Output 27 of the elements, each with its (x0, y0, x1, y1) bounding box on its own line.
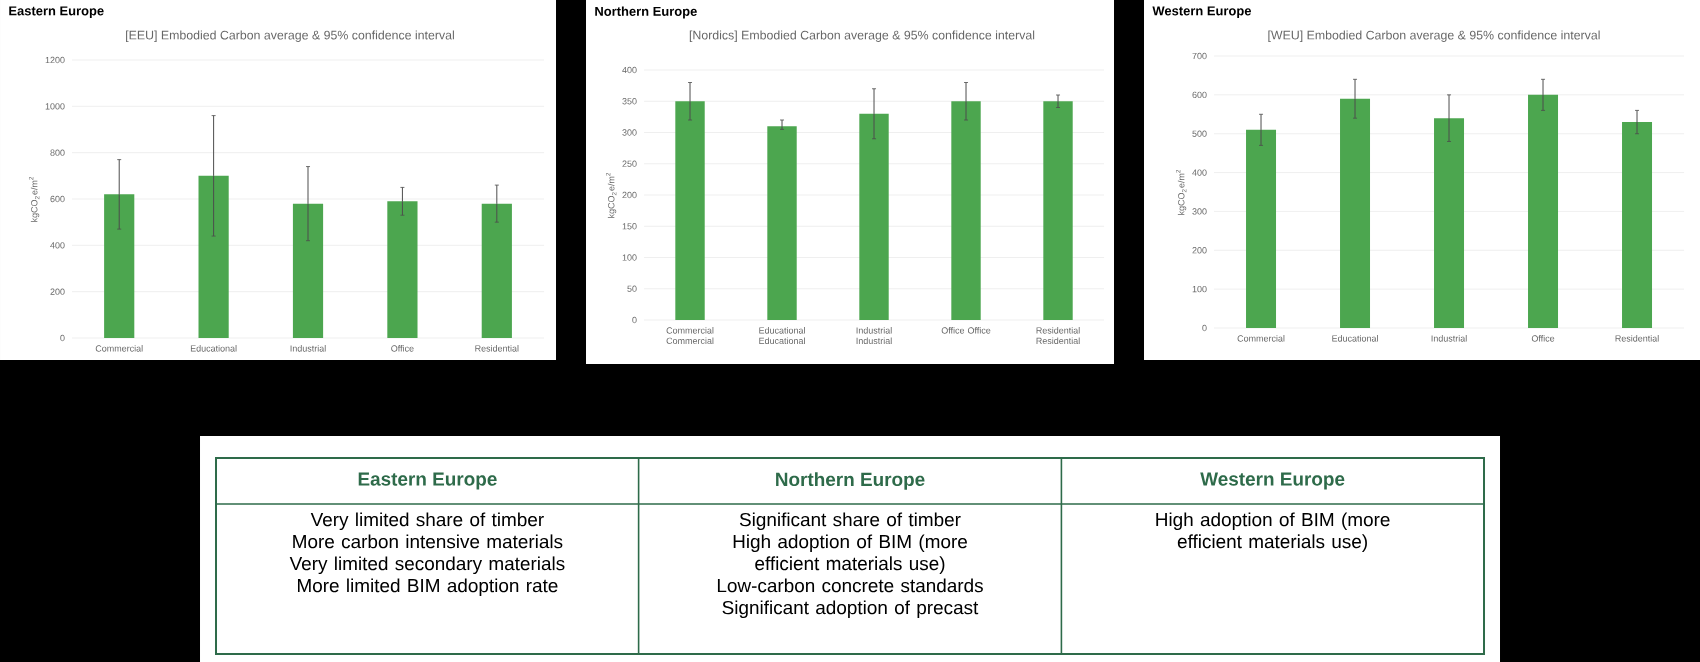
bar (1340, 98, 1371, 328)
category-label: Eastern Europe (358, 472, 497, 490)
text: More carbon intensive materials (293, 534, 563, 549)
bar (104, 194, 135, 338)
bar (292, 203, 324, 338)
text: High adoption of BIM (more efficient materials use) (733, 534, 967, 574)
bar (1528, 94, 1559, 328)
category-label: Western Europe (1200, 472, 1345, 490)
bar (387, 201, 418, 338)
text: Very limited secondary materials (289, 556, 565, 575)
bar (951, 101, 981, 320)
text: Significant share of timber (739, 512, 961, 531)
bar (1246, 129, 1277, 328)
bar (481, 203, 512, 338)
category-label: Northern Europe (776, 472, 925, 490)
text: Significant adoption of precast (722, 600, 979, 619)
bar (1043, 101, 1073, 320)
bar (1622, 122, 1653, 328)
text: High adoption of BIM (more efficient materials use) (1156, 512, 1390, 552)
bar (859, 113, 889, 320)
text: Low-carbon concrete standards (717, 578, 983, 593)
text: More limited BIM adoption rate (297, 578, 558, 597)
bar (675, 101, 705, 320)
bar (1434, 118, 1465, 328)
text: Very limited share of timber (310, 512, 544, 531)
bar (767, 126, 797, 320)
bar (198, 175, 229, 338)
